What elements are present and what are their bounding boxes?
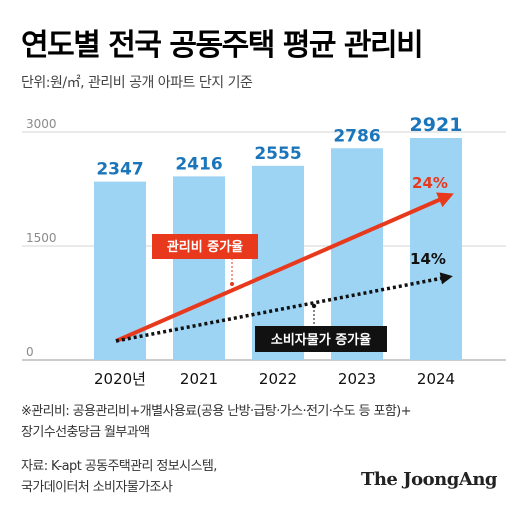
x-tick-label: 2022	[259, 370, 297, 388]
y-tick-label: 3000	[26, 117, 57, 131]
red-label-dot	[230, 282, 234, 286]
x-tick-label: 2024	[417, 370, 455, 388]
bar-value-label: 2555	[254, 144, 301, 164]
growth-arrow-red	[115, 192, 454, 343]
footnote-line: ※관리비: 공용관리비+개별사용료(공용 난방·급탕·가스·전기·수도 등 포함…	[21, 404, 412, 419]
growth-arrow-black	[115, 272, 453, 343]
source-line: 자료: K-apt 공동주택관리 정보시스템,	[21, 459, 217, 474]
bars	[94, 138, 462, 360]
y-tick-label: 1500	[26, 231, 57, 245]
black-label-box	[255, 326, 387, 352]
x-tick-labels: 2020년 2021 2022 2023 2024	[94, 370, 455, 388]
bar	[410, 138, 462, 360]
bar-value-label: 2921	[410, 114, 463, 136]
bar	[331, 148, 383, 360]
red-label-text: 관리비 증가율	[167, 239, 243, 255]
bar-value-label: 2786	[333, 126, 380, 146]
red-label-box	[152, 234, 258, 259]
red-arrow-value: 24%	[412, 174, 448, 192]
bar	[173, 176, 225, 360]
black-label-text: 소비자물가 증가율	[271, 332, 371, 348]
footnote: ※관리비: 공용관리비+개별사용료(공용 난방·급탕·가스·전기·수도 등 포함…	[21, 401, 412, 443]
y-tick-labels: 0 1500 3000	[26, 117, 57, 359]
bar-value-label: 2416	[175, 154, 222, 174]
bar-chart: 0 1500 3000 2347 2416 2555 2786 2921 2020년 2021…	[22, 114, 506, 388]
y-tick-label: 0	[26, 345, 34, 359]
bar-value-labels: 2347 2416 2555 2786 2921	[96, 114, 462, 180]
footnote-line: 장기수선충당금 월부과액	[21, 425, 150, 440]
source-note: 자료: K-apt 공동주택관리 정보시스템, 국가데이터처 소비자물가조사	[21, 456, 217, 498]
x-tick-label: 2020년	[94, 370, 146, 388]
black-arrow-value: 14%	[410, 250, 446, 268]
chart-subtitle: 단위:원/㎡, 관리비 공개 아파트 단지 기준	[21, 75, 253, 91]
source-line: 국가데이터처 소비자물가조사	[21, 480, 173, 495]
chart-title: 연도별 전국 공동주택 평균 관리비	[21, 28, 424, 63]
black-label-dot	[311, 303, 317, 309]
bar-value-label: 2347	[96, 160, 143, 180]
x-tick-label: 2023	[338, 370, 376, 388]
publisher-logo: The JoongAng	[360, 469, 498, 490]
x-tick-label: 2021	[180, 370, 218, 388]
